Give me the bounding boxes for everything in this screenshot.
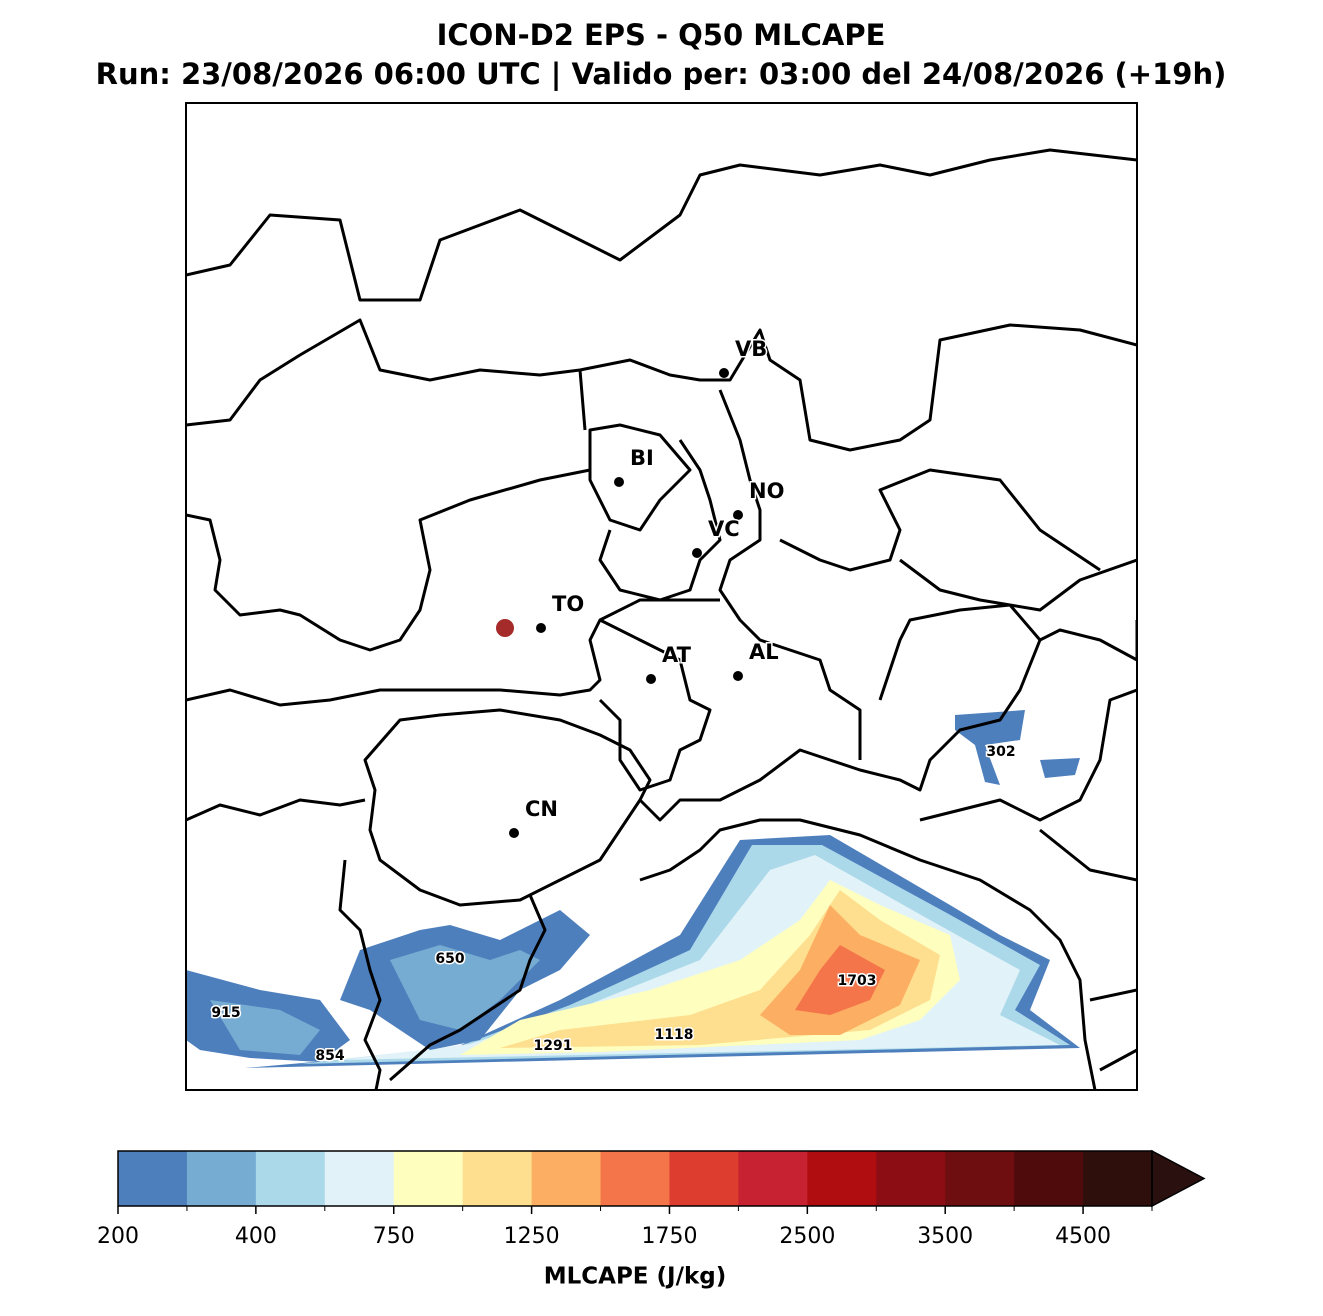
subtitle: Run: 23/08/2026 06:00 UTC | Valido per: … [96,57,1227,91]
colorbar-extend [1151,1149,1206,1208]
colorbar-bin [393,1151,464,1206]
colorbar: 200 400 750 1250 1750 2500 3500 4500 MLCAPE (J/k… [97,1149,1206,1290]
city-dot [509,828,519,838]
borders [186,148,1137,1090]
map-area [186,103,1137,1090]
colorbar-bin [462,1151,533,1206]
contour-label: 854 [315,1048,344,1064]
title: ICON-D2 EPS - Q50 MLCAPE [437,18,886,52]
colorbar-tick-label: 750 [373,1224,415,1249]
contour-label: 302 [986,744,1015,760]
colorbar-tick-label: 2500 [779,1224,835,1249]
colorbar-bin [1083,1151,1153,1206]
colorbar-bin [945,1151,1015,1206]
city-label: CN [525,797,558,821]
city-label: TO [552,592,584,616]
city-dot [536,623,546,633]
colorbar-bin [186,1151,257,1206]
city-dot [614,477,624,487]
colorbar-label: MLCAPE (J/kg) [544,1264,727,1290]
colorbar-bin [118,1151,188,1206]
colorbar-bin [669,1151,739,1206]
city-dot [733,671,743,681]
contour-label: 1291 [534,1038,573,1054]
colorbar-tick-label: 200 [97,1224,139,1249]
city-label: VC [708,517,740,541]
colorbar-bin [531,1151,602,1206]
colorbar-tick-label: 4500 [1055,1224,1111,1249]
colorbar-bin [600,1151,670,1206]
city-dot [733,510,743,520]
colorbar-bin [1014,1151,1084,1206]
colorbar-bin [738,1151,808,1206]
contour-label: 1118 [655,1027,694,1043]
city-dot [719,368,729,378]
city-dot [646,674,656,684]
map-frame [185,102,1138,1091]
colorbar-tick-label: 3500 [917,1224,973,1249]
city-label: AL [749,640,779,664]
cities: VB BI NO VC TO AT AL CN [509,336,786,838]
city-dot [692,548,702,558]
contour-labels: 302 650 915 854 1291 1118 1703 [210,743,1017,1066]
contour-label: 650 [435,951,464,967]
colorbar-frame [117,1150,1153,1207]
city-label: VB [735,337,767,361]
colorbar-tick-label: 400 [235,1224,277,1249]
contour-label: 1703 [838,973,877,989]
colorbar-bin [807,1151,877,1206]
city-label: AT [662,643,692,667]
colorbar-tick-label: 1750 [641,1224,697,1249]
colorbar-tick-label: 1250 [504,1224,560,1249]
contour-label: 915 [211,1005,240,1021]
cape-shading [186,710,1080,1068]
city-label: BI [630,446,654,470]
colorbar-bin [255,1151,326,1206]
colorbar-bin [324,1151,395,1206]
colorbar-bin [876,1151,946,1206]
city-label: NO [749,479,784,503]
location-marker [496,619,514,637]
